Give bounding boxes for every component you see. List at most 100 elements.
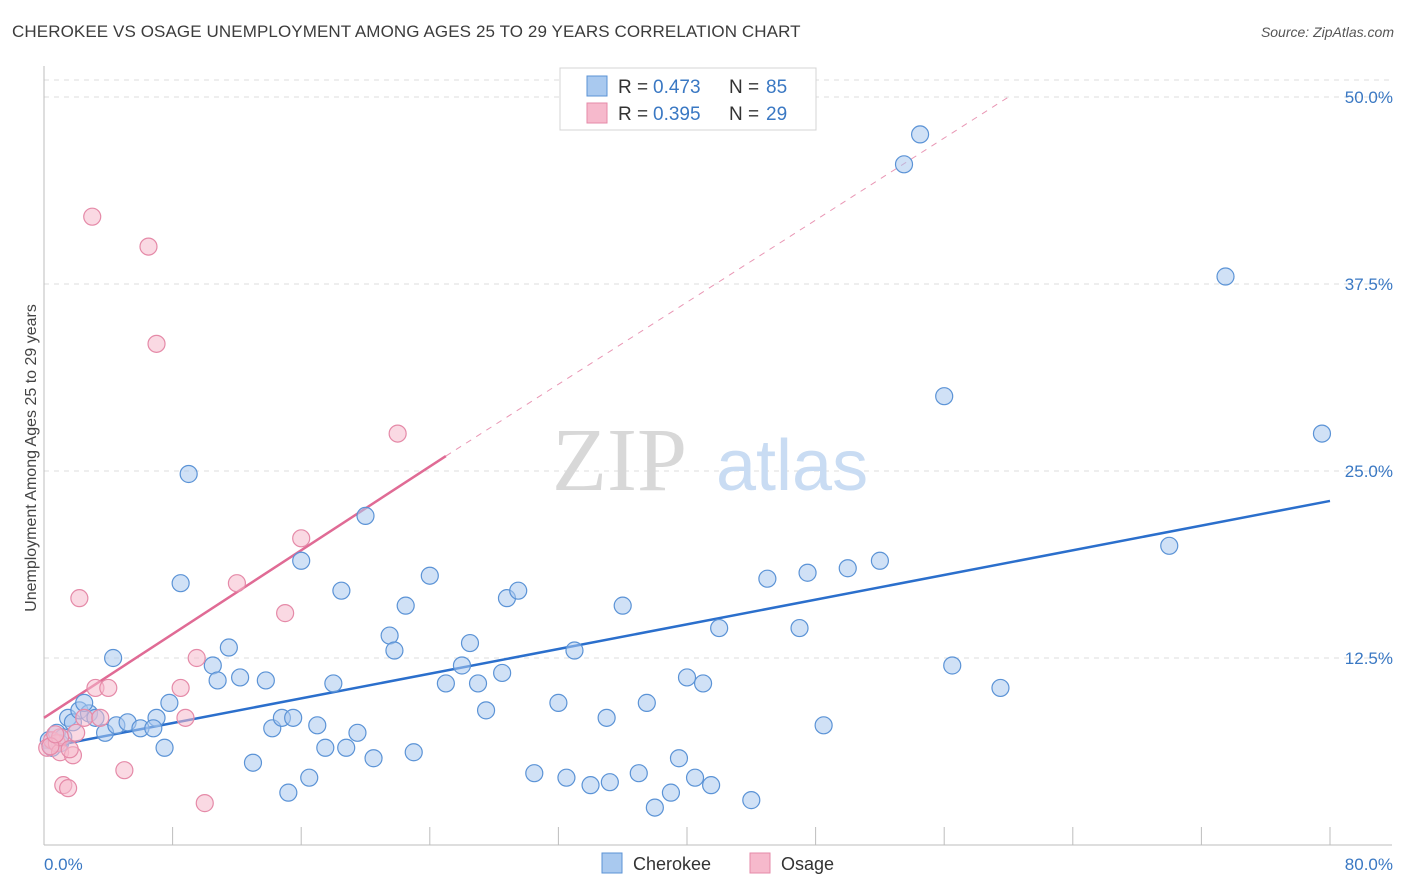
- watermark-zip: ZIP: [552, 411, 687, 510]
- y-tick-label: 50.0%: [1345, 88, 1393, 107]
- legend-n-value: 85: [766, 77, 787, 98]
- grid-layer: [44, 79, 1392, 659]
- osage-point: [292, 529, 311, 548]
- legend-n-label: N =: [729, 77, 759, 98]
- osage-point: [187, 648, 206, 668]
- cherokee-point: [710, 618, 729, 638]
- cherokee-point: [308, 716, 327, 735]
- cherokee-point: [364, 749, 383, 768]
- cherokee-point: [597, 708, 616, 727]
- cherokee-point: [144, 719, 163, 738]
- cherokee-point: [300, 768, 319, 787]
- cherokee-point: [316, 738, 335, 757]
- legend-n-label: N =: [729, 104, 759, 125]
- legend-swatch: [586, 75, 608, 97]
- cherokee-point: [284, 708, 303, 727]
- y-tick-label: 37.5%: [1345, 275, 1393, 294]
- cherokee-point: [155, 738, 174, 757]
- cherokee-point: [669, 749, 689, 768]
- cherokee-point: [525, 764, 544, 783]
- cherokee-point: [838, 559, 857, 578]
- osage-point: [388, 424, 407, 443]
- cherokee-point: [160, 693, 179, 712]
- cherokee-point: [637, 693, 656, 712]
- cherokee-point: [629, 764, 648, 783]
- cherokee-point: [693, 674, 713, 693]
- legend-r-value: 0.473: [653, 77, 701, 98]
- cherokee-point: [356, 506, 375, 525]
- cherokee-point: [870, 551, 890, 570]
- cherokee-point: [208, 671, 227, 690]
- cherokee-point: [420, 566, 439, 585]
- legend-r-value: 0.395: [653, 104, 701, 125]
- watermark-atlas: atlas: [716, 426, 868, 506]
- cherokee-point: [404, 743, 423, 762]
- osage-point: [176, 708, 195, 727]
- watermark: ZIP atlas: [552, 411, 868, 510]
- points-layer: [38, 125, 1332, 817]
- cherokee-point: [991, 678, 1010, 698]
- cherokee-point: [790, 618, 809, 638]
- cherokee-point: [231, 668, 250, 687]
- source-credit: Source: ZipAtlas.com: [1260, 24, 1394, 40]
- cherokee-point: [1312, 424, 1332, 443]
- osage-point: [195, 794, 214, 813]
- cherokee-point: [661, 783, 681, 802]
- cherokee-point: [549, 693, 568, 712]
- cherokee-point: [685, 768, 705, 787]
- cherokee-point: [332, 581, 351, 600]
- y-axis-label: Unemployment Among Ages 25 to 29 years: [23, 304, 40, 612]
- cherokee-point: [452, 656, 472, 675]
- cherokee-point: [460, 633, 480, 653]
- osage-point: [83, 207, 102, 226]
- cherokee-point: [894, 155, 914, 174]
- cherokee-point: [943, 656, 962, 675]
- osage-point: [91, 708, 110, 727]
- cherokee-point: [468, 674, 488, 693]
- cherokee-point: [613, 596, 632, 615]
- cherokee-point: [396, 596, 415, 615]
- bottom-legend-label: Osage: [781, 854, 834, 874]
- osage-point: [99, 678, 118, 698]
- osage-point: [59, 779, 78, 798]
- axis-layer: 12.5% 25.0% 37.5% 50.0% 0.0% 80.0%: [43, 66, 1393, 874]
- osage-point: [70, 589, 89, 608]
- cherokee-point: [476, 701, 496, 720]
- bottom-legend-label: Cherokee: [633, 854, 711, 874]
- cherokee-point: [935, 387, 954, 406]
- bottom-legend-swatch: [601, 852, 623, 874]
- chart-title: CHEROKEE VS OSAGE UNEMPLOYMENT AMONG AGE…: [12, 22, 801, 41]
- cherokee-point: [104, 648, 123, 668]
- osage-point: [75, 708, 94, 727]
- cherokee-point: [385, 641, 404, 660]
- bottom-legend-swatch: [749, 852, 771, 874]
- cherokee-point: [292, 551, 311, 570]
- osage-point: [147, 334, 166, 353]
- cherokee-point: [600, 773, 619, 792]
- bottom-legend: Cherokee Osage: [601, 852, 834, 874]
- osage-point: [60, 740, 79, 759]
- cherokee-point: [256, 671, 275, 690]
- osage-point: [276, 604, 295, 623]
- x-tick-label: 80.0%: [1345, 855, 1393, 874]
- y-tick-label: 25.0%: [1345, 462, 1393, 481]
- osage-point: [139, 237, 158, 256]
- cherokee-point: [565, 641, 584, 660]
- osage-trend-extension: [445, 96, 1009, 457]
- cherokee-point: [557, 768, 576, 787]
- cherokee-point: [243, 753, 263, 772]
- y-tick-label: 12.5%: [1345, 649, 1393, 668]
- osage-point: [115, 761, 134, 780]
- cherokee-trend-line: [43, 499, 1331, 749]
- cherokee-point: [677, 668, 697, 687]
- cherokee-point: [742, 791, 761, 810]
- cherokee-point: [581, 776, 600, 795]
- osage-point: [171, 678, 190, 698]
- legend: R = 0.473 N = 85 R = 0.395 N = 29: [559, 67, 817, 131]
- osage-point: [67, 723, 86, 742]
- cherokee-point: [509, 581, 528, 600]
- legend-r-label: R =: [618, 77, 648, 98]
- cherokee-point: [758, 569, 777, 588]
- cherokee-point: [179, 464, 198, 484]
- legend-swatch: [586, 102, 608, 124]
